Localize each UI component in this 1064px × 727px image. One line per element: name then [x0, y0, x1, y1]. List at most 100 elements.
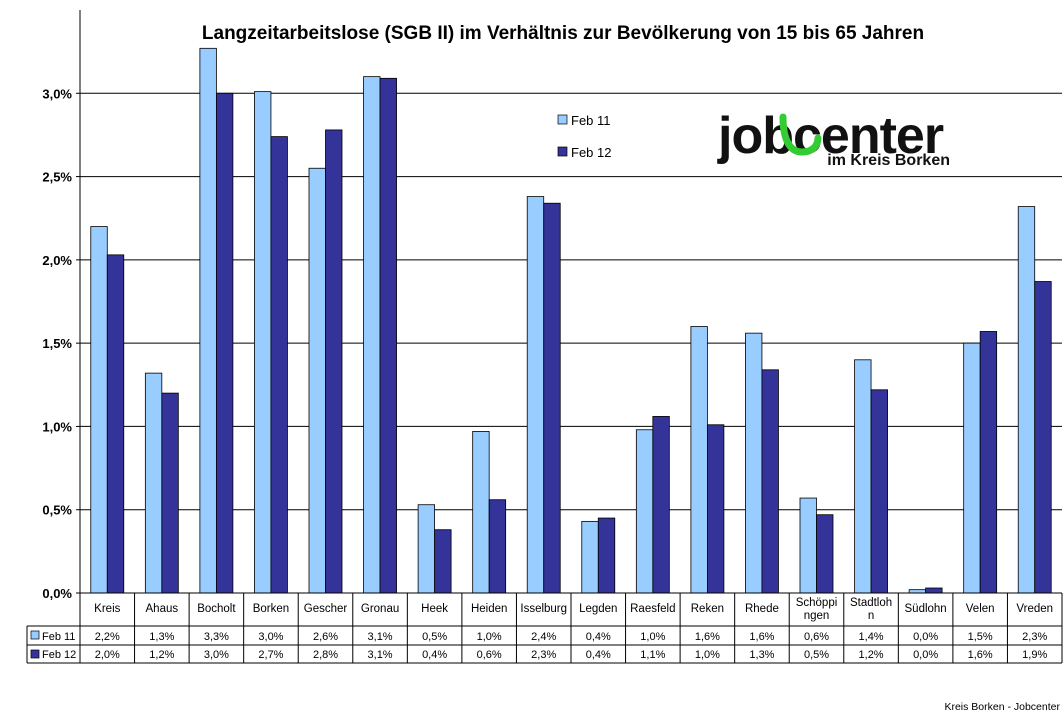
- table-cell: 2,4%: [531, 631, 556, 643]
- bar-feb11: [799, 497, 817, 594]
- category-label: Isselburg: [520, 603, 567, 615]
- legend: Feb 11 Feb 12: [557, 113, 611, 160]
- bar-feb11: [144, 372, 163, 594]
- table-cell: 3,1%: [368, 649, 393, 661]
- table-cell: 0,5%: [804, 649, 829, 661]
- category-label: Vreden: [1016, 603, 1053, 615]
- table-series-name: Feb 12: [42, 649, 76, 661]
- bar-feb12: [597, 517, 616, 594]
- category-label: Südlohn: [905, 603, 947, 615]
- bar-feb12: [925, 587, 943, 594]
- table-legend-swatch: [30, 630, 40, 640]
- bar-feb11: [635, 429, 654, 594]
- bar-feb12: [816, 514, 834, 594]
- bar-feb12: [434, 529, 452, 594]
- bar-feb12: [761, 369, 779, 594]
- y-tick-label: 2,5%: [42, 170, 72, 185]
- y-tick-label: 1,5%: [42, 336, 72, 351]
- bar-feb12: [870, 389, 888, 594]
- bars: [90, 47, 1052, 594]
- bar-feb11: [1017, 206, 1036, 594]
- category-label: Raesfeld: [630, 603, 675, 615]
- y-tick-label: 2,0%: [42, 253, 72, 268]
- category-label: n: [868, 610, 874, 622]
- bar-feb12: [270, 136, 288, 594]
- table-cell: 2,8%: [313, 649, 338, 661]
- table-cell: 1,2%: [859, 649, 884, 661]
- bar-feb12: [379, 77, 397, 594]
- legend-swatch-feb11: [557, 114, 568, 125]
- y-tick-label: 0,0%: [42, 586, 72, 601]
- bar-feb11: [963, 342, 981, 594]
- table-cell: 1,3%: [749, 649, 774, 661]
- table-cell: 1,0%: [695, 649, 720, 661]
- logo-green-swoosh: [779, 113, 822, 156]
- bar-feb12: [215, 92, 234, 594]
- bar-feb12: [706, 424, 725, 594]
- chart-title: Langzeitarbeitslose (SGB II) im Verhältn…: [202, 23, 924, 44]
- bar-feb11: [745, 332, 763, 594]
- data-table: Kreis Ahaus Bocholt Borken Gescher Gronau Heek…: [26, 592, 1063, 664]
- table-cell: 1,4%: [859, 631, 884, 643]
- legend-swatch-feb12: [557, 146, 568, 157]
- bar-feb11: [90, 226, 108, 594]
- bar-feb12: [1034, 281, 1052, 594]
- bar-feb11: [581, 520, 599, 594]
- footer-credit: Kreis Borken - Jobcenter: [944, 701, 1060, 713]
- y-axis-ticks: 0,0% 0,5% 1,0% 1,5% 2,0% 2,5% 3,0%: [42, 86, 80, 601]
- category-label: Kreis: [94, 603, 120, 615]
- table-cell: 2,6%: [313, 631, 338, 643]
- logo-subtitle: im Kreis Borken: [827, 152, 950, 169]
- table-cell: 1,0%: [640, 631, 665, 643]
- bar-feb12: [325, 129, 343, 594]
- table-cell: 1,9%: [1022, 649, 1047, 661]
- bar-feb11: [854, 359, 872, 594]
- category-label: Reken: [691, 603, 724, 615]
- bar-feb11: [472, 431, 490, 594]
- category-label: Velen: [966, 603, 995, 615]
- category-label: Schöppi: [796, 597, 838, 609]
- gridlines: [80, 92, 1062, 511]
- legend-label-feb12: Feb 12: [571, 145, 611, 160]
- table-cell: 1,6%: [968, 649, 993, 661]
- table-cell: 1,3%: [149, 631, 174, 643]
- category-label: Bocholt: [197, 603, 236, 615]
- table-series-name: Feb 11: [42, 631, 75, 643]
- table-cell: 2,3%: [1022, 631, 1047, 643]
- bar-feb12: [106, 254, 125, 594]
- table-cell: 3,0%: [258, 631, 283, 643]
- y-tick-label: 0,5%: [42, 503, 72, 518]
- category-label: ngen: [804, 610, 830, 622]
- bar-feb11: [254, 91, 272, 594]
- y-tick-label: 1,0%: [42, 419, 72, 434]
- table-cell: 1,6%: [749, 631, 774, 643]
- category-label: Stadtloh: [850, 597, 892, 609]
- bar-feb11: [199, 47, 217, 594]
- legend-label-feb11: Feb 11: [571, 113, 611, 128]
- table-cell: 1,5%: [968, 631, 993, 643]
- category-label: Heiden: [471, 603, 507, 615]
- table-legend-swatch: [30, 649, 40, 659]
- table-cell: 0,4%: [422, 649, 447, 661]
- table-cell: 0,6%: [804, 631, 829, 643]
- table-cell: 1,0%: [477, 631, 502, 643]
- table-cell: 2,2%: [95, 631, 120, 643]
- bar-feb12: [543, 202, 561, 594]
- bar-feb12: [161, 392, 179, 594]
- table-cell: 1,6%: [695, 631, 720, 643]
- logo-text: jobcenter: [717, 107, 944, 165]
- bar-feb11: [308, 167, 326, 594]
- table-cell: 2,0%: [95, 649, 120, 661]
- table-cell: 0,4%: [586, 649, 611, 661]
- category-label: Gronau: [361, 603, 399, 615]
- table-cell: 3,3%: [204, 631, 229, 643]
- table-cell: 3,0%: [204, 649, 229, 661]
- category-label: Rhede: [745, 603, 779, 615]
- table-cell: 3,1%: [368, 631, 393, 643]
- table-cell: 2,3%: [531, 649, 556, 661]
- table-cell: 0,6%: [477, 649, 502, 661]
- bar-feb12: [979, 331, 998, 594]
- bar-feb11: [690, 326, 708, 594]
- bar-feb11: [526, 196, 545, 594]
